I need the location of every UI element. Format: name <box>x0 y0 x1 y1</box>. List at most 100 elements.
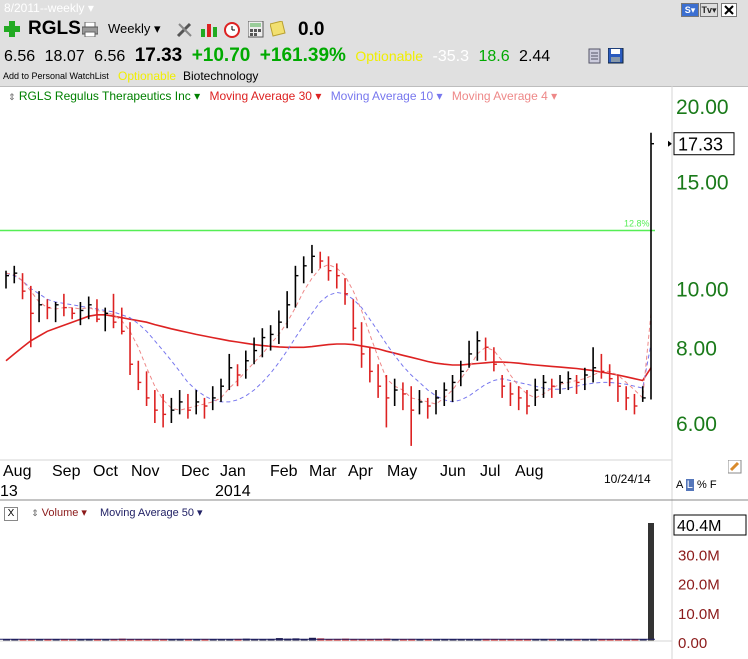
volume-bar <box>416 639 424 641</box>
volume-bar <box>474 639 482 641</box>
add-plus-icon[interactable] <box>4 21 20 37</box>
x-tick-label: Dec <box>181 463 209 480</box>
tools-icon[interactable] <box>176 21 193 38</box>
x-year-label: 13 <box>0 483 18 500</box>
volume-bar <box>251 639 259 641</box>
volume-bar <box>433 639 440 641</box>
volume-bar <box>184 639 192 641</box>
close-panel-icon[interactable]: X <box>4 507 18 521</box>
x-tick-label: Aug <box>3 463 31 480</box>
volume-tick-label: 30.0M <box>678 547 720 564</box>
legend-ma10[interactable]: Moving Average 10 ▾ <box>330 89 443 103</box>
calculator-icon[interactable] <box>248 21 264 38</box>
x-tick-label: Oct <box>93 463 118 480</box>
x-tick-label: Apr <box>348 463 374 480</box>
quote-line: 6.56 18.07 6.56 17.33 +10.70 +161.39% Op… <box>4 45 555 67</box>
industry-label[interactable]: Biotechnology <box>183 69 259 83</box>
bar-style-icon[interactable] <box>200 21 217 38</box>
volume-bar <box>424 639 432 641</box>
quote-change-pct: +161.39% <box>259 45 346 66</box>
legend-volume[interactable]: Volume ▾ <box>41 507 87 519</box>
volume-bar <box>118 638 126 641</box>
volume-bar <box>102 639 110 641</box>
volume-bar <box>623 639 631 641</box>
quote-val1: -35.3 <box>432 48 469 65</box>
volume-bar <box>399 639 407 641</box>
x-tick-label: Aug <box>515 463 543 480</box>
quote-header: 8/2011--weekly ▾ RGLS Weekly ▾ 0.0 S▾ Tv… <box>0 0 748 87</box>
volume-bar <box>358 639 366 641</box>
volume-bar <box>375 638 383 641</box>
quote-optionable: Optionable <box>355 48 424 64</box>
pencil-icon[interactable] <box>728 460 742 474</box>
legend-symbol[interactable]: RGLS Regulus Therapeutics Inc ▾ <box>18 89 201 103</box>
volume-bar <box>44 639 52 641</box>
volume-bar <box>391 639 399 641</box>
volume-bar <box>540 639 548 641</box>
volume-bar <box>151 639 159 641</box>
volume-bar <box>466 639 474 641</box>
price-legend: ⇕ RGLS Regulus Therapeutics Inc ▾ Moving… <box>8 89 557 103</box>
volume-bar <box>60 639 68 641</box>
save-icon[interactable] <box>608 48 624 64</box>
close-window-icon[interactable] <box>721 3 737 17</box>
volume-legend: X ⇕ Volume ▾ Moving Average 50 ▾ <box>4 506 203 521</box>
volume-bar <box>168 639 176 641</box>
volume-bar <box>598 639 606 641</box>
volume-bar <box>77 639 85 641</box>
ma10-line <box>5 272 652 403</box>
optionable-badge: Optionable <box>118 69 177 83</box>
change-readout: 0.0 <box>298 19 325 40</box>
volume-bar <box>11 639 19 641</box>
notes-icon[interactable] <box>588 48 602 64</box>
volume-bar <box>209 639 217 641</box>
price-tick-label: 20.00 <box>676 96 729 119</box>
note-icon[interactable] <box>270 21 286 37</box>
volume-last-frame <box>673 514 747 536</box>
legend-volume-ma50[interactable]: Moving Average 50 ▾ <box>100 507 203 519</box>
volume-bar <box>457 639 465 641</box>
scale-toggle[interactable]: A L % F <box>676 479 717 491</box>
volume-bar <box>160 639 168 641</box>
ma10-path <box>5 272 652 403</box>
volume-axis: 40.4M 30.0M 20.0M 10.0M 0.00 <box>673 514 747 652</box>
price-tick-label: 6.00 <box>676 413 717 436</box>
volume-bar <box>507 639 515 641</box>
volume-bar <box>85 638 93 641</box>
volume-bar <box>648 523 654 641</box>
volume-bar <box>639 639 647 641</box>
volume-bar <box>565 639 573 641</box>
interval-selector[interactable]: Weekly ▾ <box>108 21 161 36</box>
volume-bar <box>408 638 416 641</box>
volume-bar <box>201 639 209 641</box>
ticker-symbol[interactable]: RGLS <box>28 18 81 39</box>
volume-bar <box>614 639 622 641</box>
volume-bar <box>350 639 358 641</box>
add-to-watchlist-link[interactable]: Add to Personal WatchList <box>3 71 109 81</box>
stocktwits-icon[interactable]: S▾ <box>681 3 699 17</box>
quote-val2: 18.6 <box>478 48 510 65</box>
volume-bar <box>93 639 101 641</box>
print-icon[interactable] <box>82 22 98 37</box>
x-tick-label: Jan <box>220 463 246 480</box>
expand-chevron-icon[interactable]: ⇕ <box>8 92 16 102</box>
period-selector[interactable]: 8/2011--weekly ▾ <box>4 1 94 15</box>
volume-bar <box>333 638 341 641</box>
volume-bar <box>226 639 234 641</box>
tv-icon[interactable]: Tv▾ <box>700 3 718 17</box>
volume-bar <box>325 639 333 641</box>
alarm-clock-icon[interactable] <box>223 20 241 38</box>
expand-chevron-icon[interactable]: ⇕ <box>31 508 39 518</box>
x-year-label: 2014 <box>215 483 251 500</box>
legend-ma30[interactable]: Moving Average 30 ▾ <box>209 89 322 103</box>
legend-ma4[interactable]: Moving Average 4 ▾ <box>451 89 558 103</box>
volume-bar <box>267 638 275 641</box>
quote-low: 6.56 <box>94 48 126 65</box>
x-tick-label: Nov <box>131 463 159 480</box>
volume-bar <box>366 639 374 641</box>
volume-tick-label: 10.0M <box>678 606 720 623</box>
volume-bar <box>127 639 135 641</box>
volume-bar <box>606 639 614 641</box>
volume-bar <box>499 639 507 641</box>
